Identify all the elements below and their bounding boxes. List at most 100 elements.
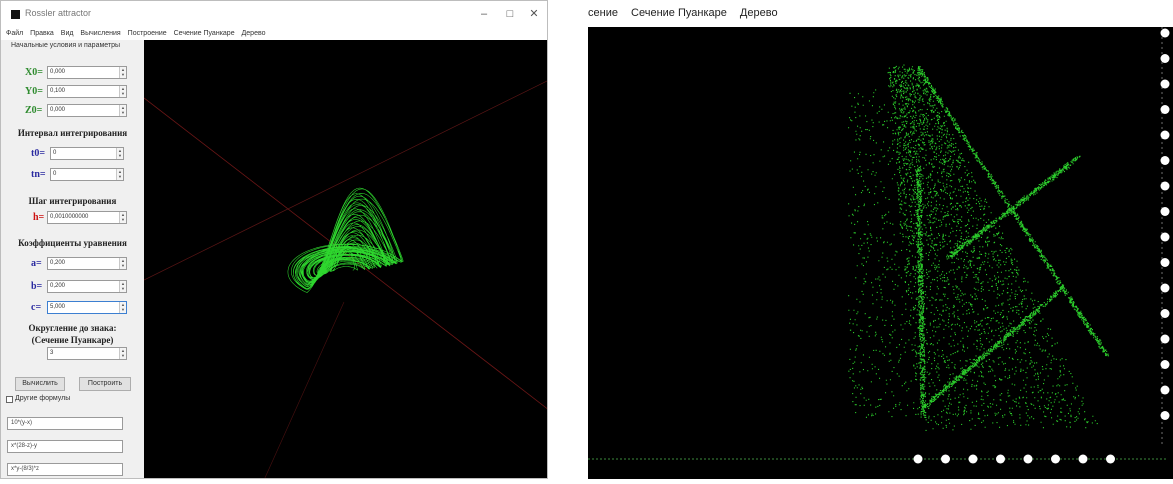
a-input[interactable]: 0,200 ▲ ▼: [47, 257, 127, 270]
y0-label: Y0=: [25, 86, 43, 97]
menu-zoomed-tree[interactable]: Дерево: [739, 7, 778, 19]
z0-label: Z0=: [25, 105, 43, 116]
a-value: 0,200: [50, 260, 66, 266]
t0-input[interactable]: 0 ▲ ▼: [50, 147, 124, 160]
t0-label: t0=: [31, 148, 46, 159]
y-scale-handle-icon[interactable]: [1160, 283, 1170, 293]
menu-poincare[interactable]: Сечение Пуанкаре: [173, 30, 235, 37]
x0-input[interactable]: 0,000 ▲ ▼: [47, 66, 127, 79]
poincare-point-cloud: [848, 64, 1109, 431]
tn-value: 0: [53, 171, 57, 177]
b-label: b=: [31, 281, 43, 292]
menu-view[interactable]: Вид: [60, 30, 74, 37]
y-scale-handle-icon[interactable]: [1160, 258, 1170, 267]
z0-value: 0,000: [50, 107, 66, 113]
y-scale-handle-icon[interactable]: [1160, 309, 1170, 318]
compute-button[interactable]: Вычислить: [15, 377, 65, 391]
b-input[interactable]: 0,200 ▲ ▼: [47, 280, 127, 293]
t0-spinner-arrows-icon[interactable]: ▲ ▼: [116, 148, 123, 159]
y-scale-handle-icon[interactable]: [1160, 54, 1170, 63]
minimize-button[interactable]: –: [480, 8, 488, 20]
attractor-canvas: [143, 80, 547, 478]
y-scale-handle-icon[interactable]: [1160, 385, 1170, 395]
x-scale-handle-icon[interactable]: [1078, 454, 1088, 464]
h-spinner-arrows-icon[interactable]: ▲ ▼: [119, 212, 126, 223]
window-title: Rossler attractor: [25, 8, 92, 18]
menu-build[interactable]: Построение: [127, 30, 167, 37]
y-scale-handle-icon[interactable]: [1160, 156, 1170, 165]
y-scale-handle-icon[interactable]: [1160, 181, 1170, 191]
c-input[interactable]: 5,000 ▲ ▼: [47, 301, 127, 314]
a-label: a=: [31, 258, 42, 269]
app-icon: [11, 10, 20, 19]
menu-tree[interactable]: Дерево: [241, 30, 266, 37]
rounding-spinner-arrows-icon[interactable]: ▲ ▼: [119, 348, 126, 359]
group-caption: Начальные условия и параметры: [11, 42, 121, 49]
attractor-3d-view[interactable]: [143, 40, 547, 478]
b-value: 0,200: [50, 283, 66, 289]
y-scale-handle-icon[interactable]: [1160, 130, 1170, 140]
x-scale-handle-icon[interactable]: [1106, 454, 1115, 464]
attractor-path: [287, 187, 404, 293]
close-button[interactable]: ✕: [529, 8, 539, 20]
x-scale-handle-icon[interactable]: [1023, 454, 1033, 464]
axis-line-3: [264, 301, 345, 478]
y-scale-handle-icon[interactable]: [1160, 411, 1170, 420]
y-scale-handle-icon[interactable]: [1160, 79, 1170, 89]
h-input[interactable]: 0,0010000000 ▲ ▼: [47, 211, 127, 224]
rounding-subheading: (Сечение Пуанкаре): [31, 335, 114, 345]
x-scale-handle-icon[interactable]: [1051, 454, 1060, 464]
a-spinner-arrows-icon[interactable]: ▲ ▼: [119, 258, 126, 269]
poincare-points: [848, 64, 1109, 431]
menu-zoomed-poincare[interactable]: Сечение Пуанкаре: [631, 7, 727, 19]
build-button[interactable]: Построить: [79, 377, 131, 391]
z0-spinner-arrows-icon[interactable]: ▲ ▼: [119, 105, 126, 116]
x-scale-handle-icon[interactable]: [968, 454, 978, 464]
other-formulas-checkbox[interactable]: [6, 396, 13, 403]
menu-file[interactable]: Файл: [6, 30, 24, 37]
y-scale-handle-icon[interactable]: [1160, 28, 1170, 38]
z0-input[interactable]: 0,000 ▲ ▼: [47, 104, 127, 117]
y-scale-handle-icon[interactable]: [1160, 360, 1170, 369]
menu-bar-zoomed: сение Сечение Пуанкаре Дерево: [588, 0, 1173, 27]
rounding-heading: Округление до знака:: [28, 323, 117, 333]
y0-spinner-arrows-icon[interactable]: ▲ ▼: [119, 86, 126, 97]
h-value: 0,0010000000: [50, 214, 89, 220]
rounding-input[interactable]: 3 ▲ ▼: [47, 347, 127, 360]
x-scale-handle-icon[interactable]: [941, 454, 950, 464]
formula-2-field[interactable]: x*(28-z)-y: [7, 440, 123, 453]
x-scale-handle-icon[interactable]: [913, 454, 923, 464]
x0-spinner-arrows-icon[interactable]: ▲ ▼: [119, 67, 126, 78]
c-spinner-arrows-icon[interactable]: ▲ ▼: [119, 302, 126, 313]
y0-input[interactable]: 0,100 ▲ ▼: [47, 85, 127, 98]
y-scale-handle-icon[interactable]: [1160, 334, 1170, 344]
coefficients-heading: Коэффициенты уравнения: [18, 238, 127, 248]
other-formulas-label: Другие формулы: [15, 395, 71, 402]
parameters-panel: Начальные условия и параметры X0= 0,000 …: [1, 40, 144, 478]
tn-input[interactable]: 0 ▲ ▼: [50, 168, 124, 181]
menu-bar: Файл Правка Вид Вычисления Построение Се…: [1, 27, 547, 40]
menu-zoomed-fragment[interactable]: сение: [588, 7, 618, 19]
formula-3-field[interactable]: x*y-(8/3)*z: [7, 463, 123, 476]
poincare-window: сение Сечение Пуанкаре Дерево: [588, 0, 1173, 479]
scale-handles: [913, 28, 1170, 464]
x-scale-handle-icon[interactable]: [996, 454, 1005, 464]
poincare-section-plot[interactable]: [588, 27, 1173, 479]
axis-line-2: [143, 80, 547, 281]
y0-value: 0,100: [50, 88, 66, 94]
menu-edit[interactable]: Правка: [30, 30, 54, 37]
maximize-button[interactable]: □: [506, 8, 514, 20]
b-spinner-arrows-icon[interactable]: ▲ ▼: [119, 281, 126, 292]
t0-value: 0: [53, 150, 57, 156]
y-scale-handle-icon[interactable]: [1160, 232, 1170, 242]
formula-1-field[interactable]: 10*(y-x): [7, 417, 123, 430]
menu-compute[interactable]: Вычисления: [80, 30, 121, 37]
y-scale-handle-icon[interactable]: [1160, 105, 1170, 114]
x0-label: X0=: [25, 67, 43, 78]
formula-3-value: x*y-(8/3)*z: [11, 466, 40, 472]
step-heading: Шаг интегрирования: [28, 196, 117, 206]
x0-value: 0,000: [50, 69, 66, 75]
title-bar: Rossler attractor – □ ✕: [1, 1, 547, 27]
tn-spinner-arrows-icon[interactable]: ▲ ▼: [116, 169, 123, 180]
y-scale-handle-icon[interactable]: [1160, 207, 1170, 216]
